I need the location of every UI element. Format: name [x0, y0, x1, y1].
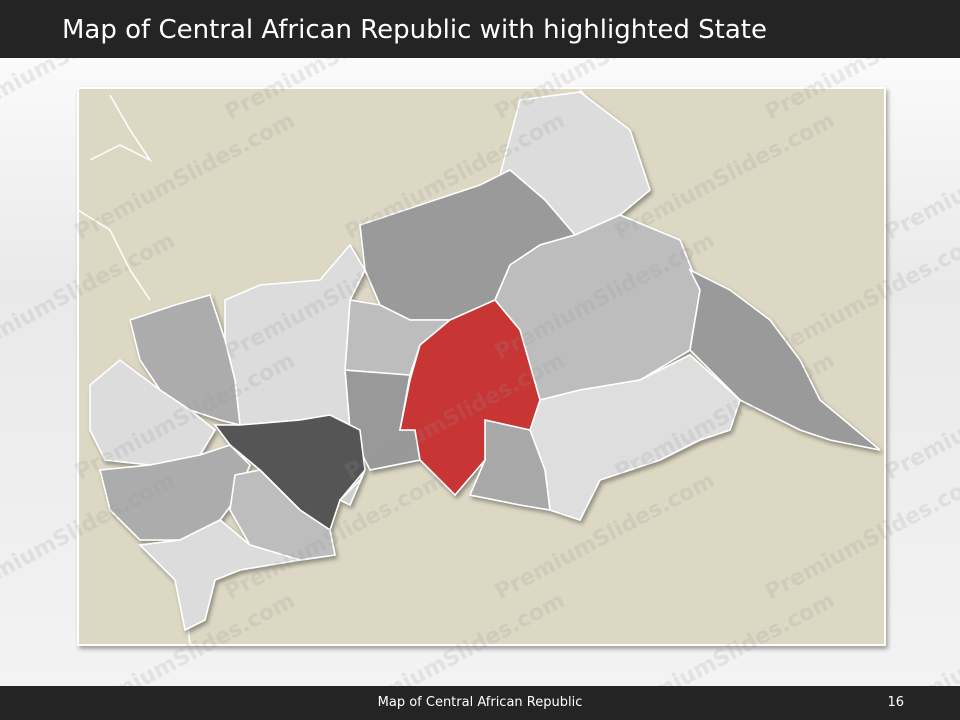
regions — [89, 91, 881, 632]
footer-bar: Map of Central African Republic 16 — [0, 686, 960, 720]
footer-title: Map of Central African Republic — [377, 695, 583, 710]
region — [688, 268, 881, 451]
region — [229, 469, 336, 561]
region — [89, 358, 217, 466]
region — [138, 519, 301, 632]
watermark: PremiumSlides.com — [881, 348, 960, 485]
page-number: 16 — [887, 695, 904, 710]
region — [468, 419, 551, 511]
region — [213, 414, 366, 532]
watermark: PremiumSlides.com — [881, 108, 960, 245]
slide-title: Map of Central African Republic with hig… — [62, 15, 767, 45]
region — [338, 469, 366, 507]
highlighted-region — [399, 299, 541, 497]
title-bar: Map of Central African Republic with hig… — [0, 0, 960, 58]
